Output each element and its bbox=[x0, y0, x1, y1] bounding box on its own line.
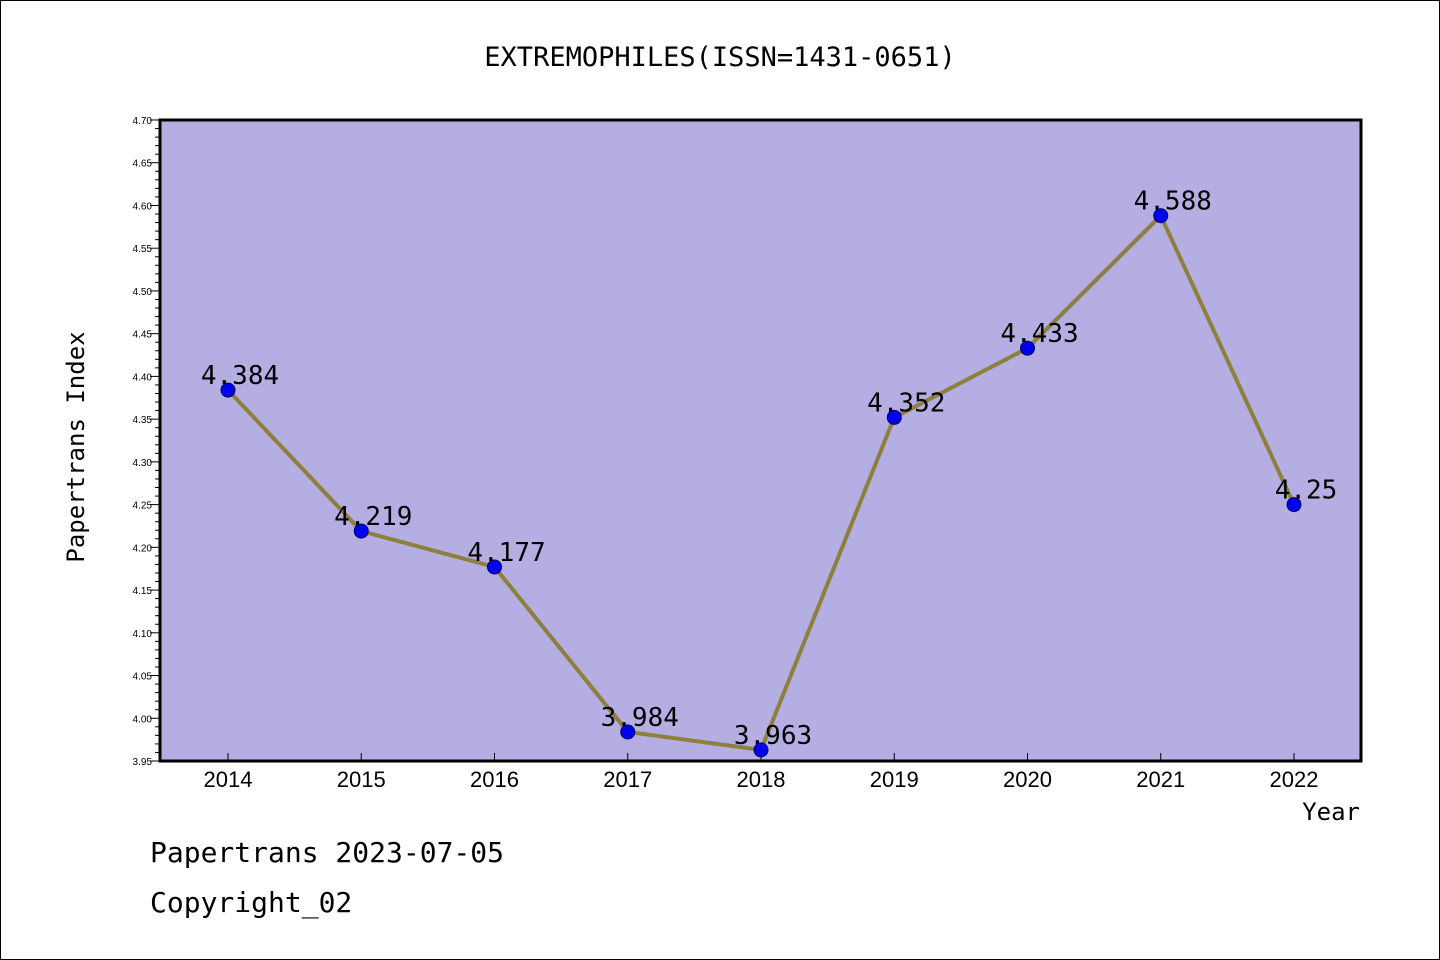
data-label: 4.219 bbox=[334, 502, 412, 532]
y-tick-label: 4.40 bbox=[133, 372, 153, 383]
y-tick-label: 4.10 bbox=[133, 629, 153, 640]
y-tick-label: 4.60 bbox=[133, 201, 153, 212]
chart-title: EXTREMOPHILES(ISSN=1431-0651) bbox=[484, 42, 955, 73]
y-tick-label: 4.30 bbox=[133, 458, 153, 469]
x-tick-label: 2016 bbox=[470, 767, 519, 792]
y-tick-label: 4.45 bbox=[133, 330, 153, 341]
data-point bbox=[886, 409, 902, 425]
data-markers bbox=[220, 208, 1302, 758]
data-point bbox=[487, 559, 502, 575]
data-label: 4.384 bbox=[201, 361, 279, 391]
y-tick-label: 4.65 bbox=[133, 159, 153, 170]
x-axis: 2014 2015 2016 2017 2018 2019 2020 2021 2022 bbox=[204, 753, 1319, 792]
data-point bbox=[353, 523, 369, 539]
x-axis-title: Year bbox=[1302, 798, 1360, 826]
y-axis: 3.95 4.00 4.05 4.10 4.15 4.20 4.25 4.30 4.35 4.40… bbox=[133, 116, 160, 768]
y-tick-label: 4.50 bbox=[133, 287, 153, 298]
x-tick-label: 2022 bbox=[1270, 767, 1319, 792]
data-labels: 4.384 4.219 4.177 3.984 3.963 4.352 4.433 4.588… bbox=[201, 187, 1337, 751]
data-point bbox=[620, 724, 636, 740]
y-tick-label: 4.05 bbox=[133, 672, 153, 683]
data-point bbox=[1286, 497, 1302, 513]
plot-area bbox=[158, 118, 1363, 763]
data-label: 4.352 bbox=[867, 388, 945, 418]
footer-date: Papertrans 2023-07-05 bbox=[150, 836, 505, 869]
data-label: 4.177 bbox=[467, 538, 545, 568]
x-tick-label: 2014 bbox=[204, 767, 253, 792]
y-tick-label: 4.00 bbox=[133, 714, 153, 725]
data-label: 3.963 bbox=[734, 721, 812, 751]
data-label: 4.588 bbox=[1134, 187, 1212, 217]
data-label: 4.25 bbox=[1275, 476, 1338, 506]
footer-copyright: Copyright_02 bbox=[150, 886, 353, 919]
x-tick-label: 2021 bbox=[1136, 767, 1185, 792]
y-axis-title: Papertrans Index bbox=[62, 331, 90, 562]
y-tick-label: 4.20 bbox=[133, 543, 153, 554]
x-tick-label: 2017 bbox=[603, 767, 652, 792]
data-point bbox=[220, 382, 236, 398]
data-point bbox=[1153, 208, 1169, 224]
data-point bbox=[1020, 340, 1035, 356]
y-tick-label: 4.70 bbox=[133, 116, 153, 127]
x-tick-label: 2020 bbox=[1003, 767, 1052, 792]
y-tick-label: 4.55 bbox=[133, 244, 153, 255]
data-label: 3.984 bbox=[601, 703, 679, 733]
data-point bbox=[753, 742, 769, 758]
x-tick-label: 2018 bbox=[737, 767, 786, 792]
y-tick-label: 4.35 bbox=[133, 415, 153, 426]
y-tick-label: 4.25 bbox=[133, 501, 153, 512]
data-label: 4.433 bbox=[1000, 319, 1078, 349]
y-tick-label: 3.95 bbox=[133, 757, 153, 768]
x-tick-label: 2015 bbox=[337, 767, 386, 792]
y-tick-label: 4.15 bbox=[133, 586, 153, 597]
x-tick-label: 2019 bbox=[870, 767, 919, 792]
